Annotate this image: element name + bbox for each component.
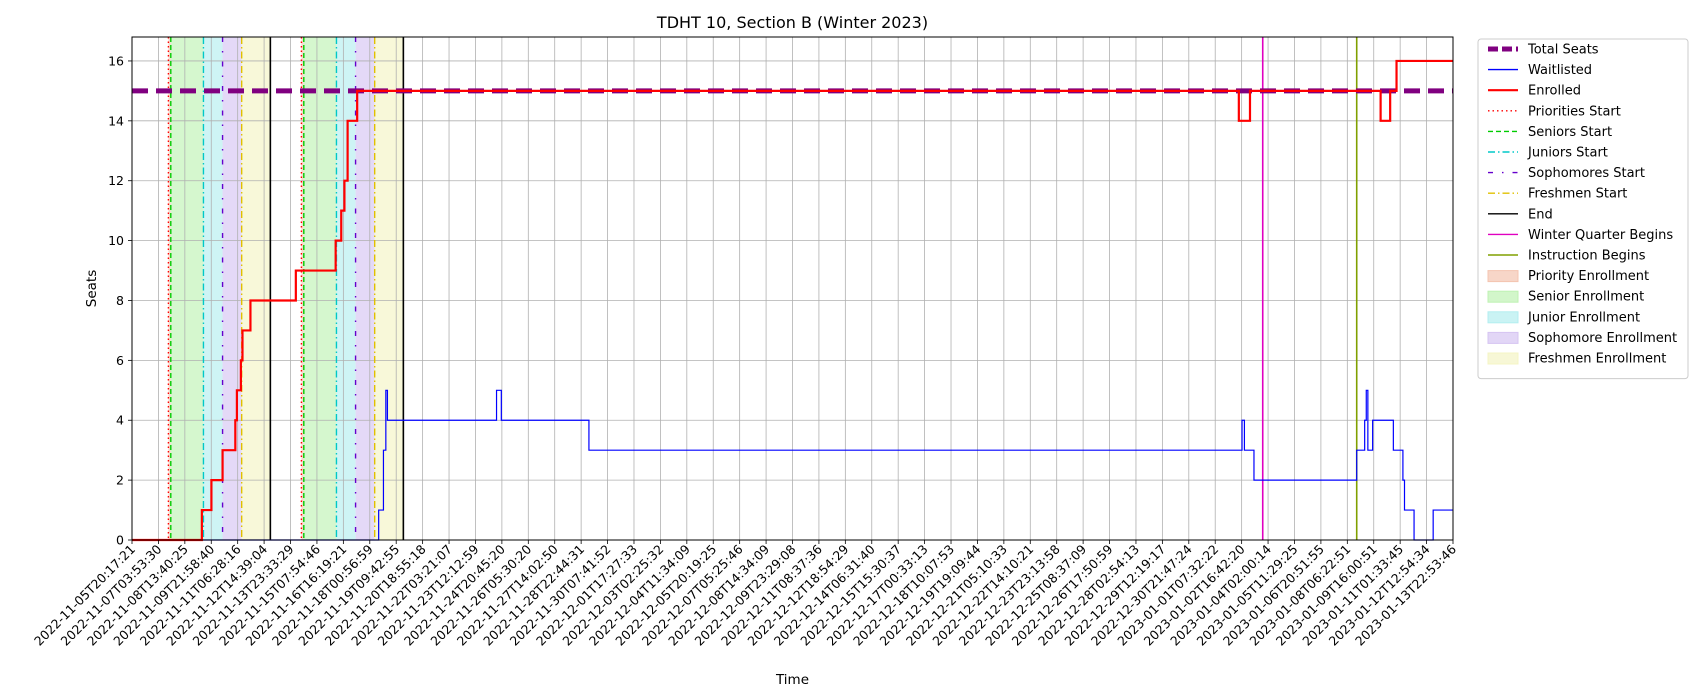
legend-item-waitlisted: Waitlisted bbox=[1488, 63, 1592, 78]
legend-item-end: End bbox=[1488, 207, 1553, 222]
grid bbox=[131, 37, 1454, 541]
y-tick-label: 10 bbox=[108, 233, 124, 248]
legend-label-seniors-start: Seniors Start bbox=[1528, 125, 1612, 140]
y-tick-label: 4 bbox=[116, 413, 124, 428]
y-tick-label: 0 bbox=[116, 533, 124, 548]
legend-label-junior-enrollment: Junior Enrollment bbox=[1527, 310, 1640, 325]
waitlisted-series bbox=[132, 389, 1453, 541]
freshmen-enrollment-span-2 bbox=[374, 37, 404, 540]
y-tick-label: 16 bbox=[108, 53, 124, 68]
legend-label-waitlisted: Waitlisted bbox=[1528, 63, 1592, 78]
legend-item-juniors-start: Juniors Start bbox=[1488, 146, 1608, 161]
legend: Total Seats Waitlisted Enrolled Priorities … bbox=[1477, 38, 1689, 380]
legend-label-total-seats: Total Seats bbox=[1527, 43, 1599, 58]
legend-label-freshmen-start: Freshmen Start bbox=[1528, 187, 1627, 202]
legend-label-priority-enrollment: Priority Enrollment bbox=[1528, 269, 1649, 284]
sophomore-enrollment-span-1 bbox=[222, 37, 242, 540]
y-tick-label: 12 bbox=[108, 173, 124, 188]
legend-label-priorities-start: Priorities Start bbox=[1528, 104, 1621, 119]
y-tick-label: 6 bbox=[116, 353, 124, 368]
y-tick-label: 2 bbox=[116, 473, 124, 488]
legend-box bbox=[1477, 38, 1689, 380]
legend-item-priority-enrollment: Priority Enrollment bbox=[1487, 269, 1649, 284]
legend-label-end: End bbox=[1528, 207, 1553, 222]
legend-label-winter-quarter-begins: Winter Quarter Begins bbox=[1528, 228, 1673, 243]
priority-enrollment-span-1 bbox=[168, 37, 171, 540]
legend-item-seniors-start: Seniors Start bbox=[1488, 125, 1612, 140]
legend-item-senior-enrollment: Senior Enrollment bbox=[1487, 290, 1644, 305]
legend-item-freshmen-enrollment: Freshmen Enrollment bbox=[1487, 352, 1666, 367]
legend-swatch-senior-enrollment bbox=[1487, 290, 1519, 303]
sophomore-enrollment-span-2 bbox=[355, 37, 375, 540]
legend-swatch-freshmen-enrollment bbox=[1487, 352, 1519, 365]
legend-item-sophomore-enrollment: Sophomore Enrollment bbox=[1487, 331, 1677, 346]
legend-swatch-junior-enrollment bbox=[1487, 311, 1519, 324]
enrolled-series bbox=[132, 59, 1453, 542]
legend-item-enrolled: Enrolled bbox=[1488, 84, 1581, 99]
legend-label-enrolled: Enrolled bbox=[1528, 84, 1581, 99]
y-tick-label: 14 bbox=[108, 113, 124, 128]
y-axis-label: Seats bbox=[84, 270, 100, 307]
legend-item-instruction-begins: Instruction Begins bbox=[1488, 249, 1646, 264]
legend-label-sophomores-start: Sophomores Start bbox=[1528, 166, 1645, 181]
senior-enrollment-span-2 bbox=[303, 37, 337, 540]
legend-label-instruction-begins: Instruction Begins bbox=[1528, 249, 1646, 264]
legend-item-total-seats: Total Seats bbox=[1488, 43, 1599, 58]
x-axis-label: Time bbox=[775, 672, 809, 688]
y-tick-label: 8 bbox=[116, 293, 124, 308]
freshmen-enrollment-span-1 bbox=[241, 37, 271, 540]
legend-label-freshmen-enrollment: Freshmen Enrollment bbox=[1528, 352, 1666, 367]
priority-enrollment-span-2 bbox=[301, 37, 304, 540]
y-axis-ticks: 0 2 4 6 8 10 12 14 16 bbox=[108, 53, 132, 548]
legend-item-junior-enrollment: Junior Enrollment bbox=[1487, 310, 1640, 325]
junior-enrollment-span-1 bbox=[203, 37, 223, 540]
chart-title: TDHT 10, Section B (Winter 2023) bbox=[656, 13, 928, 32]
senior-enrollment-span-1 bbox=[170, 37, 204, 540]
legend-item-sophomores-start: Sophomores Start bbox=[1488, 166, 1645, 181]
legend-label-senior-enrollment: Senior Enrollment bbox=[1528, 290, 1644, 305]
legend-label-juniors-start: Juniors Start bbox=[1527, 146, 1608, 161]
legend-swatch-priority-enrollment bbox=[1487, 270, 1519, 283]
data-series bbox=[132, 59, 1453, 542]
legend-swatch-sophomore-enrollment bbox=[1487, 331, 1519, 344]
legend-item-priorities-start: Priorities Start bbox=[1488, 104, 1621, 119]
legend-item-winter-quarter-begins: Winter Quarter Begins bbox=[1488, 228, 1673, 243]
x-axis-ticks: 2022-11-05T20:17:212022-11-07T03:53:3020… bbox=[31, 540, 1459, 649]
junior-enrollment-span-2 bbox=[336, 37, 356, 540]
legend-label-sophomore-enrollment: Sophomore Enrollment bbox=[1528, 331, 1677, 346]
legend-item-freshmen-start: Freshmen Start bbox=[1488, 187, 1627, 202]
